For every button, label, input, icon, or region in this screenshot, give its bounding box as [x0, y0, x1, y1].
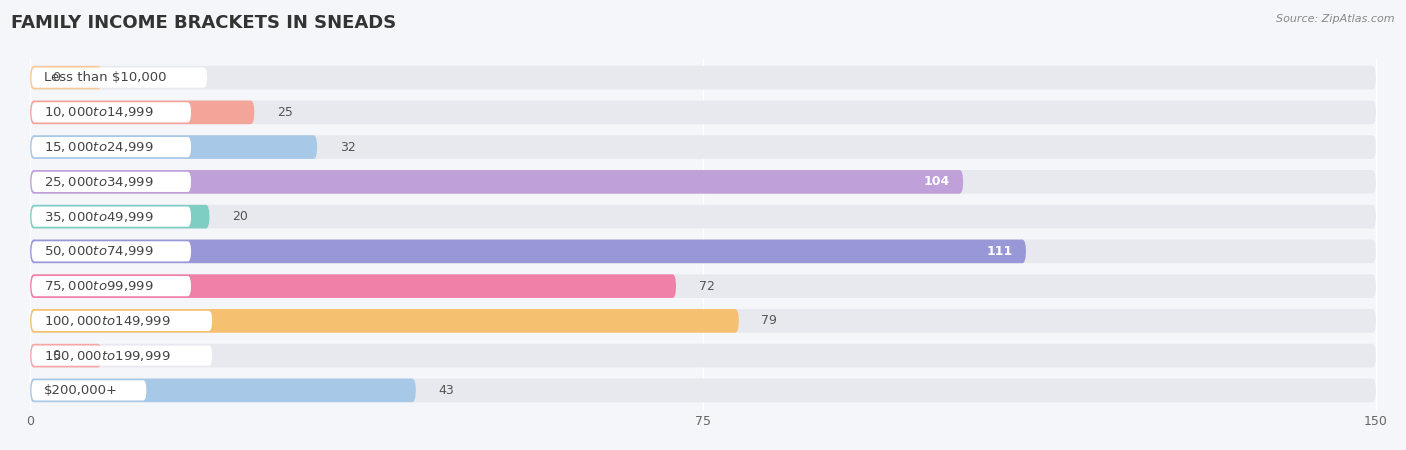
Text: 111: 111 — [986, 245, 1012, 258]
FancyBboxPatch shape — [30, 135, 1376, 159]
Text: 79: 79 — [761, 315, 778, 328]
FancyBboxPatch shape — [31, 207, 191, 227]
FancyBboxPatch shape — [30, 309, 740, 333]
FancyBboxPatch shape — [30, 170, 1376, 194]
Text: 43: 43 — [439, 384, 454, 397]
Text: $75,000 to $99,999: $75,000 to $99,999 — [44, 279, 153, 293]
Text: 0: 0 — [52, 71, 60, 84]
Text: $10,000 to $14,999: $10,000 to $14,999 — [44, 105, 153, 119]
FancyBboxPatch shape — [30, 205, 1376, 229]
FancyBboxPatch shape — [31, 137, 191, 157]
FancyBboxPatch shape — [30, 66, 1376, 90]
FancyBboxPatch shape — [30, 344, 1376, 368]
FancyBboxPatch shape — [30, 274, 676, 298]
Text: $100,000 to $149,999: $100,000 to $149,999 — [44, 314, 170, 328]
FancyBboxPatch shape — [30, 378, 416, 402]
FancyBboxPatch shape — [30, 135, 318, 159]
FancyBboxPatch shape — [31, 102, 191, 122]
Text: 25: 25 — [277, 106, 292, 119]
FancyBboxPatch shape — [30, 344, 101, 368]
Text: 72: 72 — [699, 279, 714, 292]
FancyBboxPatch shape — [31, 346, 212, 366]
Text: Less than $10,000: Less than $10,000 — [44, 71, 166, 84]
Text: 32: 32 — [340, 140, 356, 153]
Text: $50,000 to $74,999: $50,000 to $74,999 — [44, 244, 153, 258]
FancyBboxPatch shape — [31, 241, 191, 261]
FancyBboxPatch shape — [31, 311, 212, 331]
FancyBboxPatch shape — [30, 239, 1026, 263]
FancyBboxPatch shape — [31, 276, 191, 296]
FancyBboxPatch shape — [30, 378, 1376, 402]
Text: $150,000 to $199,999: $150,000 to $199,999 — [44, 349, 170, 363]
FancyBboxPatch shape — [31, 380, 146, 400]
FancyBboxPatch shape — [30, 239, 1376, 263]
Text: 104: 104 — [924, 176, 949, 189]
FancyBboxPatch shape — [30, 274, 1376, 298]
FancyBboxPatch shape — [30, 100, 1376, 124]
FancyBboxPatch shape — [30, 205, 209, 229]
Text: FAMILY INCOME BRACKETS IN SNEADS: FAMILY INCOME BRACKETS IN SNEADS — [11, 14, 396, 32]
Text: 0: 0 — [52, 349, 60, 362]
FancyBboxPatch shape — [30, 170, 963, 194]
Text: $200,000+: $200,000+ — [44, 384, 118, 397]
FancyBboxPatch shape — [30, 66, 101, 90]
Text: Source: ZipAtlas.com: Source: ZipAtlas.com — [1277, 14, 1395, 23]
Text: 20: 20 — [232, 210, 247, 223]
Text: $25,000 to $34,999: $25,000 to $34,999 — [44, 175, 153, 189]
FancyBboxPatch shape — [31, 68, 207, 88]
FancyBboxPatch shape — [30, 309, 1376, 333]
FancyBboxPatch shape — [31, 172, 191, 192]
FancyBboxPatch shape — [30, 100, 254, 124]
Text: $15,000 to $24,999: $15,000 to $24,999 — [44, 140, 153, 154]
Text: $35,000 to $49,999: $35,000 to $49,999 — [44, 210, 153, 224]
